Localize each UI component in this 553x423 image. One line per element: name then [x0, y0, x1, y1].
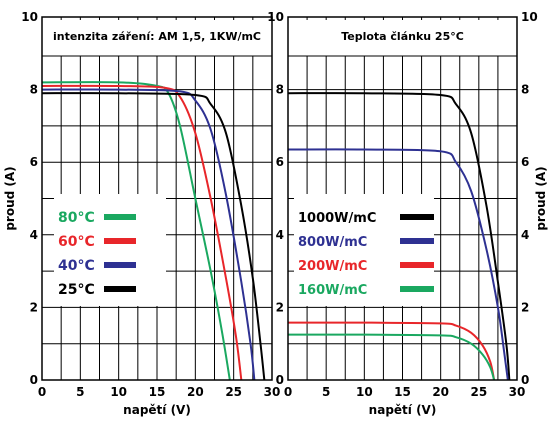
legend-label-2: 60°C [58, 234, 95, 250]
legend-label-1: 1000W/mC [298, 211, 376, 226]
chart-panel-1: intenzita záření: AM 1,5, 1KW/mC 80°C 60°C… [3, 10, 280, 417]
legend-label-3: 200W/mC [298, 259, 367, 274]
legend-label-4: 25°C [58, 282, 95, 298]
y-tick-label: 8 [276, 83, 284, 97]
x-axis-label: napětí (V) [123, 403, 191, 417]
series-line-4 [287, 333, 496, 381]
series-line-2 [287, 148, 509, 381]
legend: 80°C 60°C 40°C 25°C [54, 194, 166, 306]
y-tick-label: 4 [276, 228, 284, 242]
series-line-2 [41, 84, 243, 381]
y-tick-label: 2 [30, 300, 38, 314]
legend-label-3: 40°C [58, 258, 95, 274]
legend: 1000W/mC 800W/mC 200W/mC 160W/mC [294, 194, 434, 306]
x-tick-label: 10 [110, 385, 127, 399]
x-axis-label: napětí (V) [369, 403, 437, 417]
legend-swatch-4 [400, 286, 434, 292]
y-tick-label: 8 [30, 83, 38, 97]
legend-swatch-4 [104, 286, 136, 292]
y-tick-label-right: 6 [521, 155, 529, 169]
x-tick-label: 30 [509, 385, 526, 399]
y-tick-label: 4 [30, 228, 38, 242]
x-tick-label: 15 [149, 385, 166, 399]
legend-swatch-2 [104, 238, 136, 244]
chart-panel-2: Teplota článku 25°C 1000W/mC 800W/mC 200W/m… [267, 10, 548, 417]
x-tick-label: 5 [76, 385, 84, 399]
x-tick-label: 30 [264, 385, 281, 399]
y-tick-label: 2 [276, 300, 284, 314]
x-tick-label: 25 [225, 385, 242, 399]
series-line-4 [41, 92, 266, 381]
series-line-3 [287, 321, 496, 381]
y-tick-label-right: 0 [521, 373, 529, 387]
series-line-3 [41, 88, 256, 381]
x-tick-label: 20 [432, 385, 449, 399]
y-tick-label-right: 2 [521, 300, 529, 314]
y-tick-label: 0 [30, 373, 38, 387]
y-tick-label: 10 [21, 10, 38, 24]
y-tick-label: 10 [267, 10, 284, 24]
x-tick-label: 15 [394, 385, 411, 399]
y-tick-label-right: 8 [521, 83, 529, 97]
legend-swatch-1 [104, 214, 136, 220]
x-tick-label: 0 [284, 385, 292, 399]
series-line-1 [41, 81, 231, 381]
legend-swatch-1 [400, 214, 434, 220]
legend-label-4: 160W/mC [298, 283, 367, 298]
legend-swatch-3 [400, 262, 434, 268]
title-box [288, 20, 517, 56]
x-tick-label: 0 [38, 385, 46, 399]
y-axis-label: proud (A) [3, 166, 17, 230]
y-tick-label: 6 [276, 155, 284, 169]
plot-frame [41, 16, 273, 381]
series-line-1 [287, 92, 511, 381]
x-tick-label: 5 [322, 385, 330, 399]
legend-swatch-3 [104, 262, 136, 268]
y-tick-label-right: 4 [521, 228, 529, 242]
legend-label-1: 80°C [58, 210, 95, 226]
legend-swatch-2 [400, 238, 434, 244]
title-box [42, 20, 272, 56]
y-axis-label: proud (A) [534, 166, 548, 230]
x-tick-label: 20 [187, 385, 204, 399]
y-tick-label: 0 [276, 373, 284, 387]
chart-title: Teplota článku 25°C [341, 30, 464, 43]
x-tick-label: 25 [470, 385, 487, 399]
x-tick-label: 10 [356, 385, 373, 399]
y-tick-label-right: 10 [521, 10, 538, 24]
chart-title: intenzita záření: AM 1,5, 1KW/mC [53, 30, 261, 43]
plot-frame [287, 16, 518, 381]
legend-label-2: 800W/mC [298, 235, 367, 250]
y-tick-label: 6 [30, 155, 38, 169]
